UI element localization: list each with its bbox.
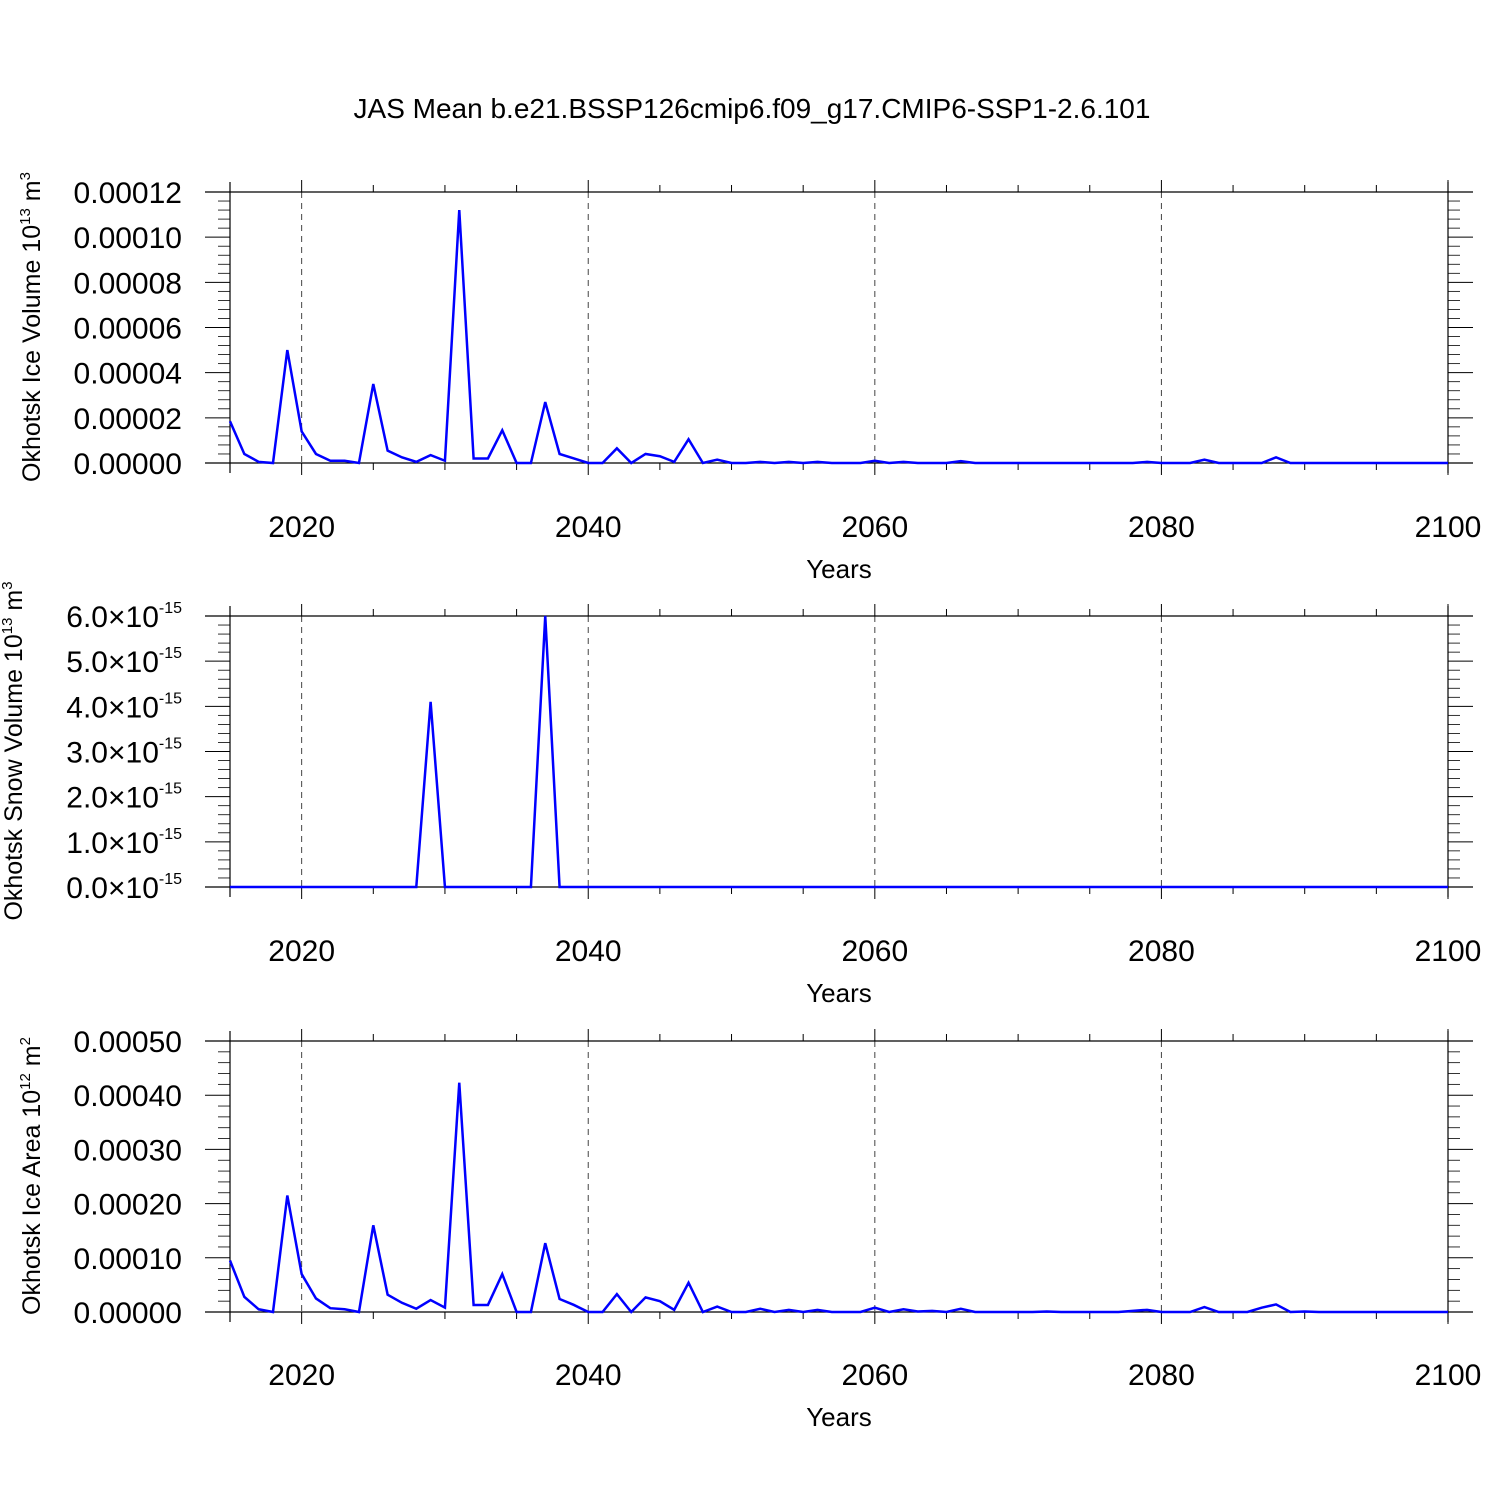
y-tick-exponent: -15 bbox=[159, 871, 182, 888]
y-tick-label: 0.00000 bbox=[74, 448, 182, 481]
y-tick-label: 0.00012 bbox=[74, 177, 182, 210]
y-tick-label: 6.0×10-15 bbox=[66, 600, 182, 634]
panel-3: 2020 2040 2060 2080 2100 Years 0.00000 0.00010 0… bbox=[17, 1026, 1481, 1432]
x-tick-label: 2040 bbox=[555, 511, 622, 544]
x-tick-label: 2040 bbox=[555, 935, 622, 968]
x-axis-label: Years bbox=[806, 978, 872, 1008]
y-tick-label: 0.00020 bbox=[74, 1189, 182, 1222]
y-tick-label: 0.00010 bbox=[74, 1243, 182, 1276]
y-axis-label: Okhotsk Ice Area 1012 m2 bbox=[17, 1037, 46, 1315]
x-tick-label: 2060 bbox=[841, 1359, 908, 1392]
y-tick-label: 0.00006 bbox=[74, 313, 182, 346]
y-tick-label: 0.0×10-15 bbox=[66, 871, 182, 905]
y-tick-label: 0.00030 bbox=[74, 1134, 182, 1167]
series-line bbox=[228, 209, 1448, 465]
x-tick-label: 2060 bbox=[841, 935, 908, 968]
y-tick-label: 4.0×10-15 bbox=[66, 690, 182, 724]
x-axis-label: Years bbox=[806, 554, 872, 584]
y-tick-mantissa: 6.0×10 bbox=[66, 601, 159, 634]
y-tick-exponent: -15 bbox=[159, 690, 182, 707]
chart-panels: 2020 2040 2060 2080 2100 Years 0.00000 0.00002 0… bbox=[0, 172, 1481, 1432]
y-axis-label-exp: 13 bbox=[17, 208, 34, 225]
y-tick-exponent: -15 bbox=[159, 826, 182, 843]
x-tick-label: 2040 bbox=[555, 1359, 622, 1392]
y-tick-label: 2.0×10-15 bbox=[66, 781, 182, 815]
x-tick-label: 2020 bbox=[268, 935, 335, 968]
y-tick-mantissa: 2.0×10 bbox=[66, 782, 159, 815]
y-tick-label: 1.0×10-15 bbox=[66, 826, 182, 860]
y-axis-label-unit: m bbox=[18, 180, 46, 208]
y-axis-label-text: Okhotsk Snow Volume 10 bbox=[0, 634, 28, 920]
y-axis-label-unit: m bbox=[18, 1045, 46, 1073]
y-axis-label-unit: m bbox=[0, 590, 28, 618]
y-axis-label-unit-exp: 2 bbox=[17, 1037, 34, 1045]
panel-2: 2020 2040 2060 2080 2100Years0.0×10-151.0×10… bbox=[0, 581, 1481, 1008]
x-tick-label: 2080 bbox=[1128, 935, 1195, 968]
y-axis-label-unit-exp: 3 bbox=[17, 172, 34, 180]
x-tick-label: 2060 bbox=[841, 511, 908, 544]
y-tick-mantissa: 5.0×10 bbox=[66, 646, 159, 679]
y-tick-mantissa: 4.0×10 bbox=[66, 691, 159, 724]
x-tick-label: 2080 bbox=[1128, 511, 1195, 544]
y-tick-label: 0.00040 bbox=[74, 1080, 182, 1113]
y-tick-label: 3.0×10-15 bbox=[66, 736, 182, 770]
series-line bbox=[230, 615, 1448, 889]
y-tick-exponent: -15 bbox=[159, 781, 182, 798]
x-tick-label: 2080 bbox=[1128, 1359, 1195, 1392]
y-axis-label-exp: 13 bbox=[0, 618, 16, 635]
y-axis-label: Okhotsk Ice Volume 1013 m3 bbox=[17, 172, 46, 482]
y-tick-label: 0.00050 bbox=[74, 1026, 182, 1059]
panel-1: 2020 2040 2060 2080 2100 Years 0.00000 0.00002 0… bbox=[17, 172, 1481, 584]
y-tick-mantissa: 0.0×10 bbox=[66, 872, 159, 905]
y-axis-label-text: Okhotsk Ice Area 10 bbox=[18, 1090, 46, 1315]
y-tick-mantissa: 3.0×10 bbox=[66, 737, 159, 770]
x-tick-label: 2100 bbox=[1415, 511, 1482, 544]
y-axis-label-unit-exp: 3 bbox=[0, 581, 16, 589]
y-tick-exponent: -15 bbox=[159, 600, 182, 617]
x-axis-label: Years bbox=[806, 1402, 872, 1432]
y-axis-label-text: Okhotsk Ice Volume 10 bbox=[18, 225, 46, 482]
x-tick-label: 2020 bbox=[268, 1359, 335, 1392]
y-tick-mantissa: 1.0×10 bbox=[66, 827, 159, 860]
y-tick-label: 5.0×10-15 bbox=[66, 645, 182, 679]
y-tick-label: 0.00010 bbox=[74, 222, 182, 255]
x-tick-label: 2100 bbox=[1415, 1359, 1482, 1392]
y-tick-label: 0.00008 bbox=[74, 267, 182, 300]
chart-title: JAS Mean b.e21.BSSP126cmip6.f09_g17.CMIP… bbox=[354, 93, 1151, 124]
y-axis-label-exp: 12 bbox=[17, 1073, 34, 1090]
y-tick-exponent: -15 bbox=[159, 736, 182, 753]
y-tick-label: 0.00002 bbox=[74, 403, 182, 436]
y-axis-label: Okhotsk Snow Volume 1013 m3 bbox=[0, 581, 28, 920]
series-line bbox=[228, 1082, 1448, 1314]
y-tick-exponent: -15 bbox=[159, 645, 182, 662]
x-tick-label: 2100 bbox=[1415, 935, 1482, 968]
y-tick-label: 0.00004 bbox=[74, 358, 182, 391]
x-tick-label: 2020 bbox=[268, 511, 335, 544]
y-tick-label: 0.00000 bbox=[74, 1297, 182, 1330]
